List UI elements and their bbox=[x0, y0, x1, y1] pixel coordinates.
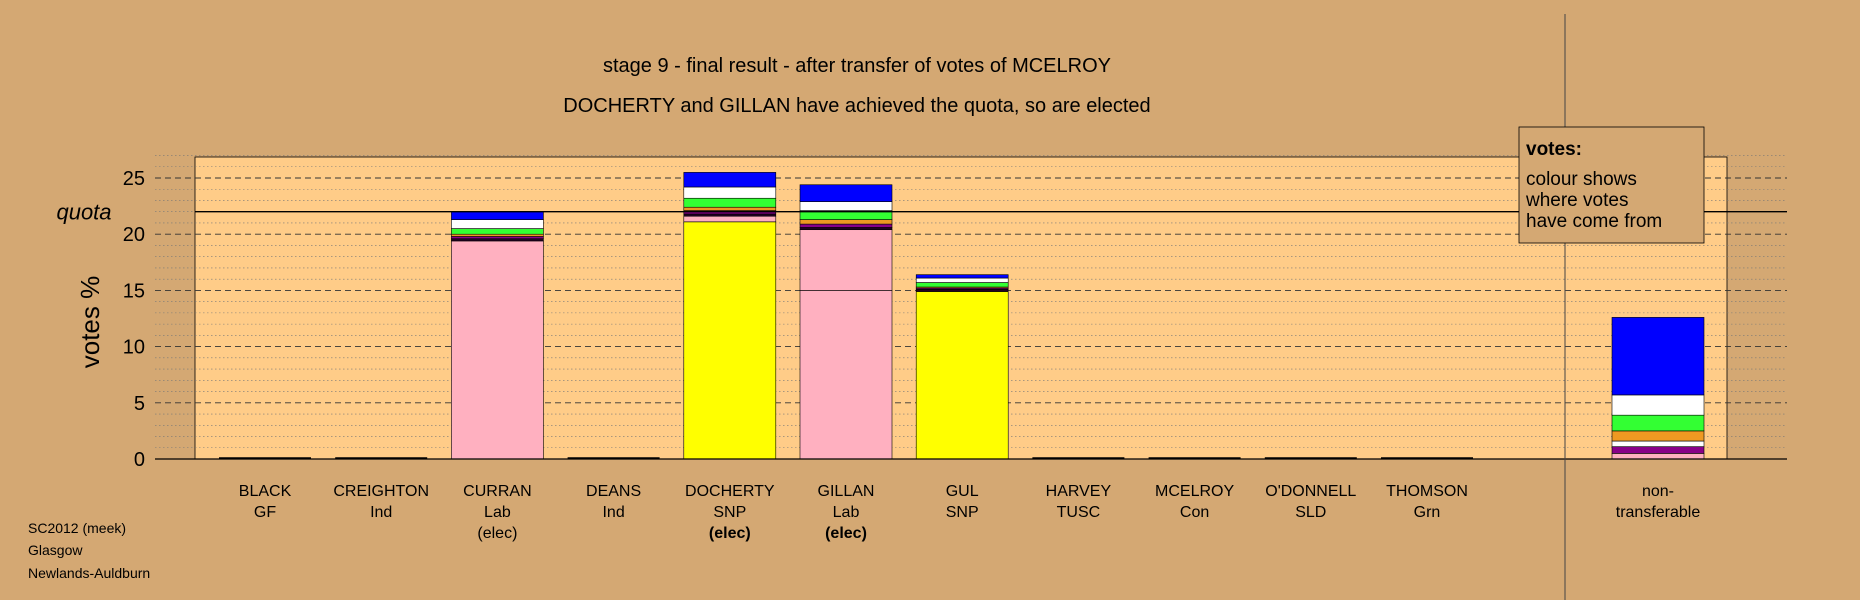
candidate-name: CURRAN bbox=[463, 483, 531, 500]
candidate-party: TUSC bbox=[1057, 504, 1101, 521]
bar-segment-ind bbox=[451, 236, 544, 239]
bar-segment-snp bbox=[915, 291, 1009, 460]
bar-segment-sld bbox=[1611, 440, 1705, 447]
bar-segment-lab bbox=[799, 290, 893, 460]
bar-segment-sld bbox=[683, 186, 777, 199]
legend-box: votes: colour shows where votes have com… bbox=[1518, 126, 1705, 244]
footer-notes: SC2012 (meek) Glasgow Newlands-Auldburn bbox=[28, 520, 150, 581]
y-tick-label: 0 bbox=[134, 449, 145, 471]
y-tick-label: 20 bbox=[123, 224, 145, 246]
bar-segment-con bbox=[915, 274, 1009, 279]
bar-segment-gf bbox=[915, 288, 1009, 292]
bar-segment-lab bbox=[451, 240, 544, 460]
candidate-name: HARVEY bbox=[1046, 483, 1112, 500]
bar-segment-ind bbox=[1611, 446, 1705, 454]
bar-segment-sld bbox=[799, 201, 893, 211]
candidate-name: GUL bbox=[946, 483, 979, 500]
candidate-name: O'DONNELL bbox=[1265, 483, 1356, 500]
chart-title-line-1: stage 9 - final result - after transfer … bbox=[603, 55, 1111, 77]
candidate-party: SNP bbox=[713, 504, 746, 521]
candidate-name: MCELROY bbox=[1155, 483, 1234, 500]
bar-segment-sld bbox=[915, 277, 1009, 283]
candidate-name: DOCHERTY bbox=[685, 483, 775, 500]
legend-line-2: where votes bbox=[1525, 190, 1628, 211]
y-tick-label: 5 bbox=[134, 393, 145, 415]
bars bbox=[219, 172, 1705, 460]
y-tick-label: 25 bbox=[123, 168, 145, 190]
bar-segment-lab bbox=[1611, 453, 1705, 460]
y-tick-label: 15 bbox=[123, 280, 145, 302]
candidate-party: Ind bbox=[370, 504, 392, 521]
candidate-name: BLACK bbox=[239, 483, 292, 500]
quota-label: quota bbox=[56, 200, 111, 225]
bar-segment-grn bbox=[1611, 414, 1705, 432]
footer-line-3: Newlands-Auldburn bbox=[28, 565, 150, 581]
bar-segment-tusc bbox=[799, 219, 893, 225]
bar-segment-grn bbox=[451, 228, 544, 235]
bar-segment-lab bbox=[683, 215, 777, 223]
bar-segment-gf bbox=[451, 238, 544, 242]
x-axis-labels: BLACK GF CREIGHTON Ind CURRAN Lab (elec) DEANS I… bbox=[239, 483, 1701, 542]
nontransferable-label: non- bbox=[1642, 483, 1674, 500]
candidate-party: Lab bbox=[833, 504, 860, 521]
candidate-party: Lab bbox=[484, 504, 511, 521]
candidate-name: THOMSON bbox=[1386, 483, 1468, 500]
bar-segment-grn bbox=[683, 197, 777, 208]
bar-segment-sld bbox=[1611, 394, 1705, 416]
bar-docherty bbox=[683, 172, 777, 460]
bar-segment-ind bbox=[799, 223, 893, 228]
bar-curran bbox=[451, 211, 544, 460]
bar-segment-tusc bbox=[683, 206, 777, 211]
candidate-name: GILLAN bbox=[818, 483, 875, 500]
bar-segment-con bbox=[683, 172, 777, 188]
bar-segment-sld bbox=[451, 219, 544, 229]
y-axis-label: votes % bbox=[75, 276, 105, 369]
bar-nontransferable bbox=[1611, 317, 1705, 460]
footer-line-2: Glasgow bbox=[28, 542, 83, 558]
bar-gillan bbox=[799, 184, 893, 460]
y-axis: 0 5 10 15 20 25 bbox=[123, 168, 145, 471]
bar-segment-gf bbox=[799, 227, 893, 231]
legend-line-1: colour shows bbox=[1526, 169, 1637, 190]
bar-segment-tusc bbox=[1611, 430, 1705, 442]
bar-segment-con bbox=[451, 211, 544, 220]
candidate-party: Grn bbox=[1414, 504, 1441, 521]
candidate-name: DEANS bbox=[586, 483, 641, 500]
bar-segment-con bbox=[799, 184, 893, 202]
bar-segment-tusc bbox=[451, 233, 544, 237]
candidate-party: GF bbox=[254, 504, 276, 521]
legend-title: votes: bbox=[1526, 139, 1582, 160]
bar-segment-con bbox=[1611, 317, 1705, 396]
candidate-status: (elec) bbox=[825, 525, 867, 542]
candidate-name: CREIGHTON bbox=[333, 483, 429, 500]
bar-segment-lab bbox=[799, 229, 893, 291]
nontransferable-label: transferable bbox=[1616, 504, 1701, 521]
y-tick-label: 10 bbox=[123, 337, 145, 359]
bar-gul bbox=[915, 274, 1009, 460]
bar-segment-grn bbox=[915, 282, 1009, 288]
candidate-party: SLD bbox=[1295, 504, 1326, 521]
legend-line-3: have come from bbox=[1526, 211, 1662, 232]
candidate-status: (elec) bbox=[477, 525, 517, 542]
candidate-party: Ind bbox=[602, 504, 624, 521]
chart-title-line-2: DOCHERTY and GILLAN have achieved the qu… bbox=[563, 95, 1150, 117]
candidate-status: (elec) bbox=[709, 525, 751, 542]
bar-segment-gf bbox=[683, 213, 777, 217]
bar-segment-snp bbox=[683, 221, 777, 460]
candidate-party: SNP bbox=[946, 504, 979, 521]
legend-frame bbox=[1518, 126, 1705, 244]
candidate-party: Con bbox=[1180, 504, 1209, 521]
footer-line-1: SC2012 (meek) bbox=[28, 520, 126, 536]
